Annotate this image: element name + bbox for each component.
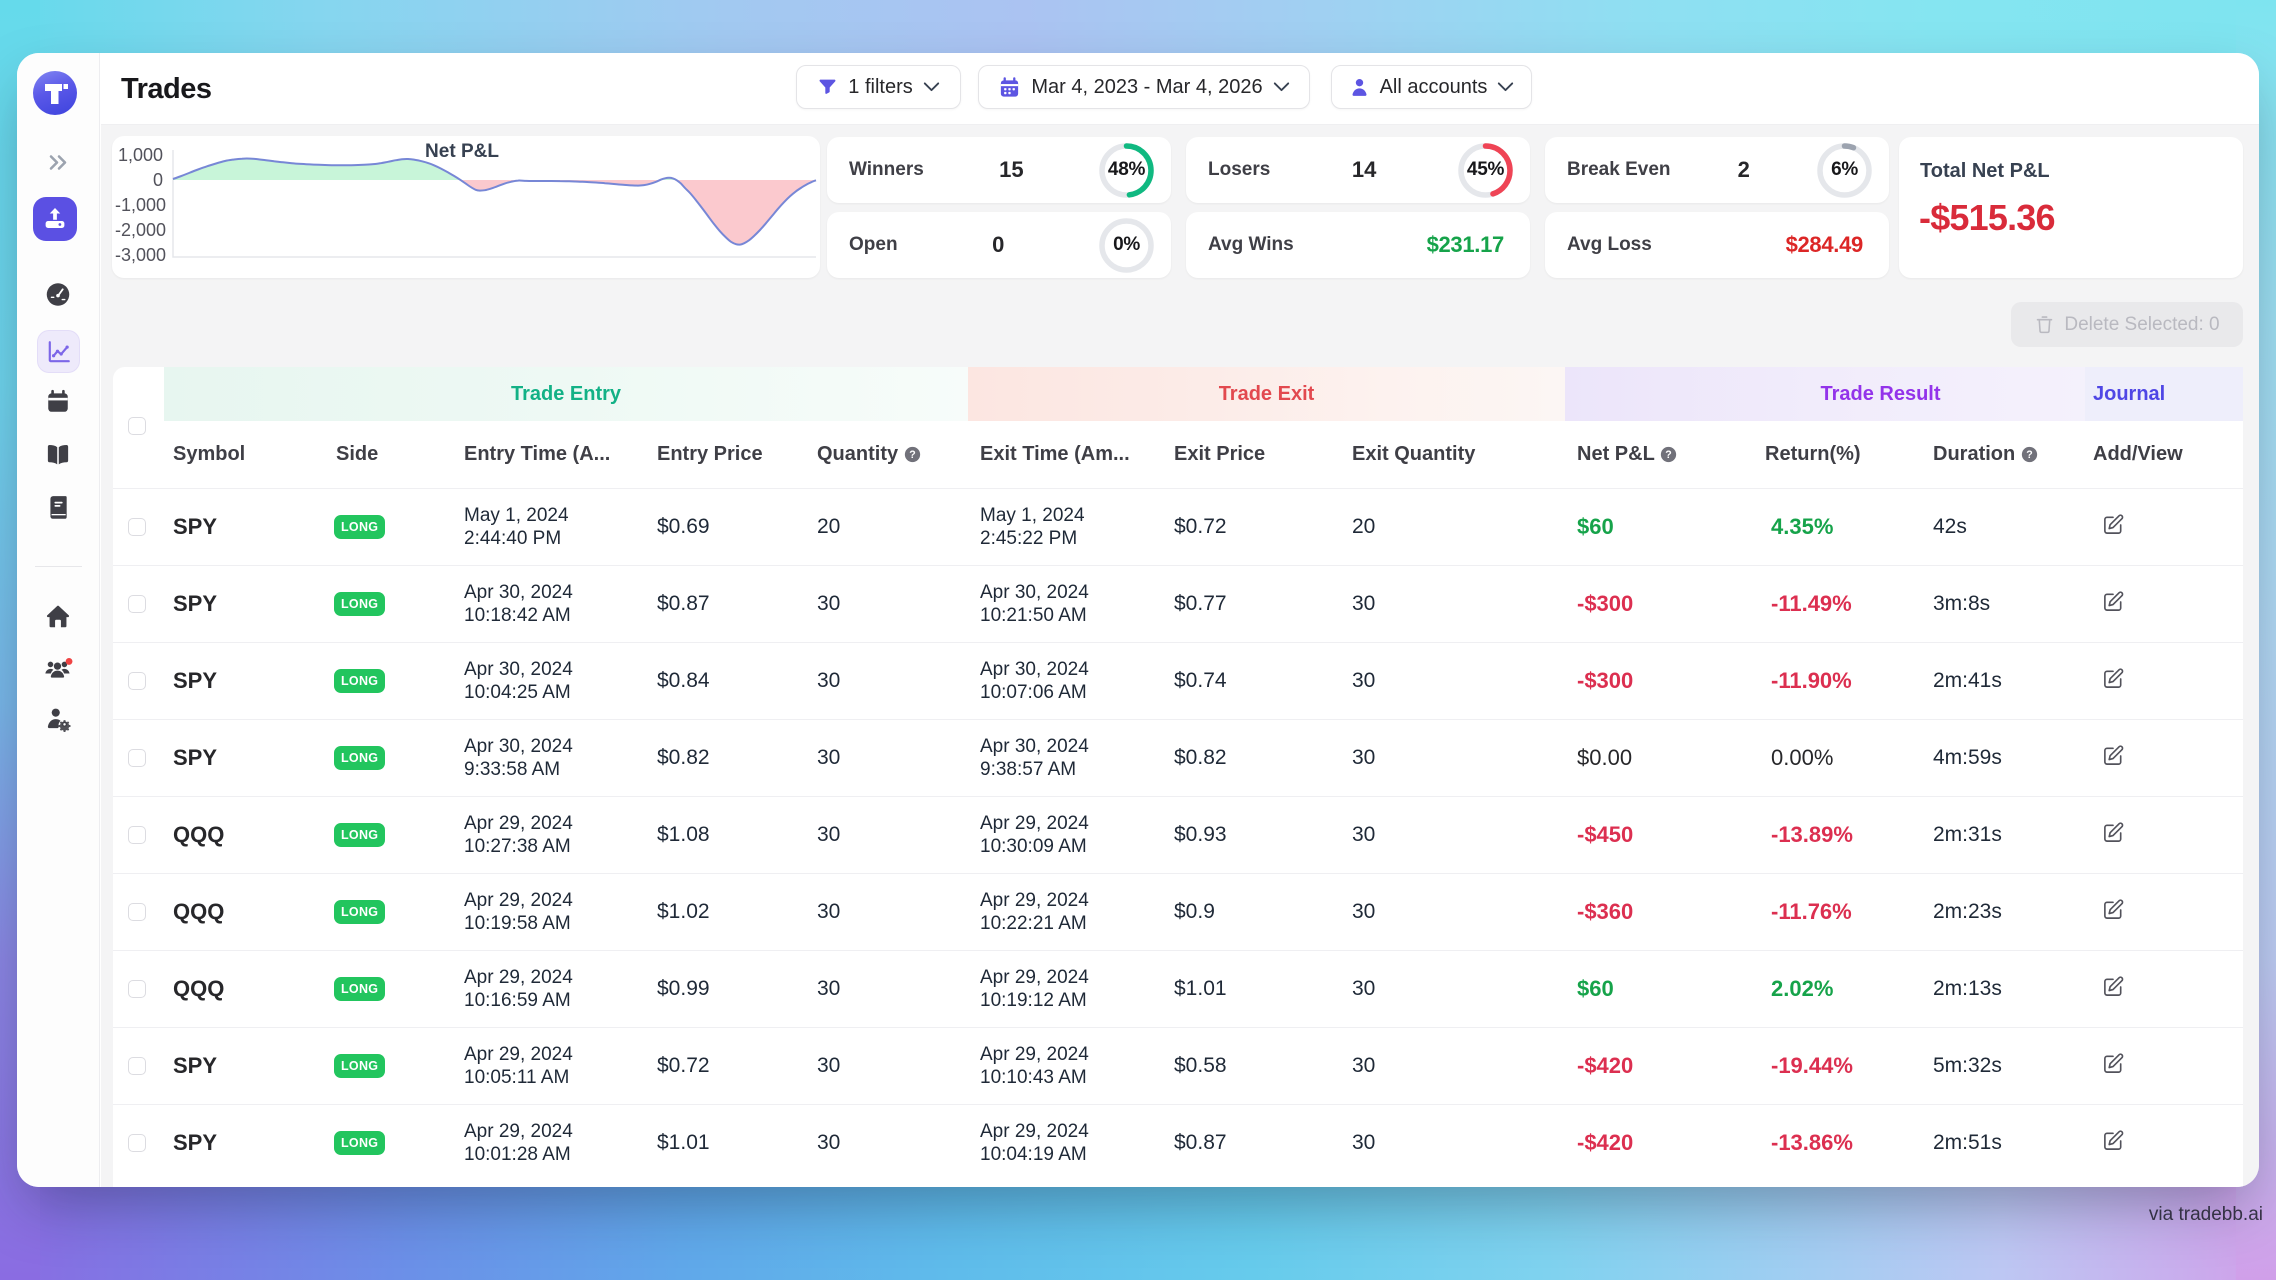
svg-text:?: ? (909, 449, 915, 461)
svg-text:?: ? (2026, 449, 2032, 461)
svg-text:?: ? (1665, 449, 1671, 461)
